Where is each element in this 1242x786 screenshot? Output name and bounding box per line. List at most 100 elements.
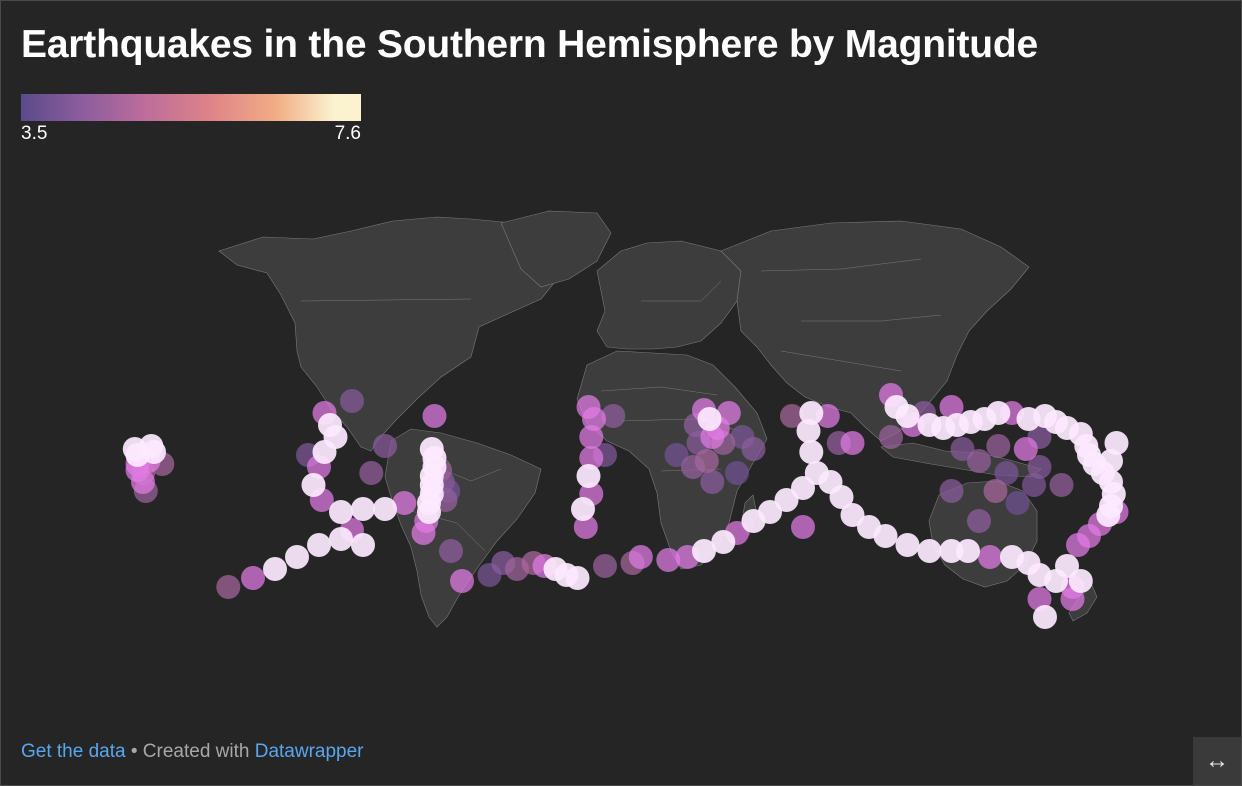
- earthquake-point[interactable]: [818, 470, 843, 494]
- get-the-data-link[interactable]: Get the data: [21, 741, 126, 762]
- earthquake-point[interactable]: [628, 545, 653, 569]
- earthquake-point[interactable]: [978, 545, 1002, 569]
- earthquake-point[interactable]: [879, 425, 903, 449]
- earthquake-point[interactable]: [312, 440, 337, 464]
- earthquake-point[interactable]: [758, 500, 782, 524]
- earthquake-point[interactable]: [796, 419, 821, 443]
- earthquake-point[interactable]: [741, 437, 766, 461]
- earthquake-point[interactable]: [601, 404, 626, 428]
- earthquake-point[interactable]: [419, 482, 444, 506]
- legend-min-label: 3.5: [21, 123, 48, 144]
- earthquake-point[interactable]: [939, 539, 964, 563]
- south-america-landmass: [384, 428, 542, 628]
- chart-footer: Get the data • Created with Datawrapper: [21, 741, 364, 763]
- earthquake-point[interactable]: [576, 464, 601, 488]
- earthquake-point[interactable]: [694, 449, 719, 473]
- earthquake-point[interactable]: [1027, 563, 1052, 587]
- earthquake-point[interactable]: [939, 395, 964, 419]
- earthquake-point[interactable]: [1033, 605, 1057, 629]
- legend-max-label: 7.6: [334, 123, 361, 144]
- earthquake-point[interactable]: [373, 434, 397, 458]
- earthquake-point[interactable]: [725, 461, 749, 485]
- earthquake-point[interactable]: [799, 401, 824, 425]
- earthquake-point[interactable]: [939, 479, 964, 503]
- earthquake-point[interactable]: [1033, 404, 1057, 428]
- earthquake-point[interactable]: [840, 503, 865, 527]
- footer-credit-text: • Created with: [125, 741, 255, 762]
- earthquake-point[interactable]: [340, 389, 364, 413]
- earthquake-point[interactable]: [422, 446, 447, 470]
- datawrapper-link[interactable]: Datawrapper: [254, 741, 364, 762]
- earthquake-point[interactable]: [994, 461, 1019, 485]
- earthquake-point[interactable]: [983, 479, 1008, 503]
- earthquake-point[interactable]: [1013, 437, 1038, 461]
- earthquake-point[interactable]: [917, 539, 942, 563]
- earthquake-point[interactable]: [329, 500, 353, 524]
- earthquake-point[interactable]: [351, 533, 375, 557]
- earthquake-point[interactable]: [216, 575, 241, 599]
- earthquake-point[interactable]: [573, 515, 598, 539]
- legend-color-ramp: [21, 94, 361, 121]
- earthquake-point[interactable]: [301, 473, 326, 497]
- magnitude-legend: 3.5 7.6: [21, 94, 361, 149]
- earthquake-point[interactable]: [359, 461, 384, 485]
- earthquake-point[interactable]: [439, 539, 463, 563]
- earthquake-point[interactable]: [285, 545, 309, 569]
- earthquake-point[interactable]: [307, 533, 331, 557]
- earthquake-point[interactable]: [791, 476, 815, 500]
- earthquake-point[interactable]: [774, 488, 799, 512]
- earthquake-point[interactable]: [857, 515, 881, 539]
- earthquake-point[interactable]: [1060, 587, 1085, 611]
- earthquake-point[interactable]: [1099, 449, 1123, 473]
- earthquake-point[interactable]: [840, 431, 865, 455]
- chart-title: Earthquakes in the Southern Hemisphere b…: [21, 23, 1038, 66]
- earthquake-point[interactable]: [656, 548, 681, 572]
- earthquake-point[interactable]: [582, 407, 606, 431]
- expand-width-button[interactable]: ↔: [1193, 737, 1241, 785]
- earthquake-point[interactable]: [1099, 470, 1123, 494]
- earthquake-point[interactable]: [967, 449, 991, 473]
- earthquake-point[interactable]: [956, 539, 980, 563]
- earthquake-point[interactable]: [697, 407, 722, 431]
- earthquake-point[interactable]: [579, 425, 604, 449]
- earthquake-point[interactable]: [1027, 587, 1052, 611]
- earthquake-point[interactable]: [664, 443, 689, 467]
- earthquake-point[interactable]: [1005, 491, 1030, 515]
- earthquake-point[interactable]: [1049, 473, 1074, 497]
- earthquake-point[interactable]: [1022, 473, 1046, 497]
- earthquake-point[interactable]: [450, 569, 474, 593]
- legend-labels: 3.5 7.6: [21, 123, 361, 149]
- earthquake-point[interactable]: [780, 404, 804, 428]
- earthquake-point[interactable]: [1027, 455, 1052, 479]
- earthquake-point[interactable]: [791, 515, 815, 539]
- earthquake-point[interactable]: [571, 497, 595, 521]
- earthquake-point[interactable]: [554, 563, 579, 587]
- earthquake-point[interactable]: [392, 491, 417, 515]
- earthquake-point[interactable]: [1055, 554, 1079, 578]
- earthquake-point[interactable]: [422, 404, 447, 428]
- earthquake-point[interactable]: [593, 554, 617, 578]
- earthquake-point[interactable]: [950, 437, 975, 461]
- earthquake-point[interactable]: [700, 470, 725, 494]
- earthquake-point[interactable]: [692, 539, 716, 563]
- earthquake-point[interactable]: [931, 416, 956, 440]
- earthquake-point[interactable]: [967, 509, 991, 533]
- earthquake-point[interactable]: [1104, 431, 1129, 455]
- earthquake-point[interactable]: [1077, 443, 1101, 467]
- earthquake-point[interactable]: [799, 440, 824, 464]
- earthquake-point[interactable]: [329, 527, 353, 551]
- earthquake-point[interactable]: [711, 530, 736, 554]
- earthquake-point[interactable]: [884, 395, 909, 419]
- earthquake-point[interactable]: [241, 566, 265, 590]
- horizontal-arrows-icon: ↔: [1205, 747, 1229, 774]
- earthquake-point[interactable]: [373, 497, 397, 521]
- earthquake-point[interactable]: [142, 440, 166, 464]
- earthquake-point[interactable]: [263, 557, 287, 581]
- world-map: [122, 210, 1129, 629]
- earthquake-point[interactable]: [579, 446, 604, 470]
- earthquake-point[interactable]: [351, 497, 375, 521]
- earthquake-point[interactable]: [895, 533, 920, 557]
- europe-landmass: [596, 240, 742, 350]
- earthquake-point[interactable]: [986, 434, 1011, 458]
